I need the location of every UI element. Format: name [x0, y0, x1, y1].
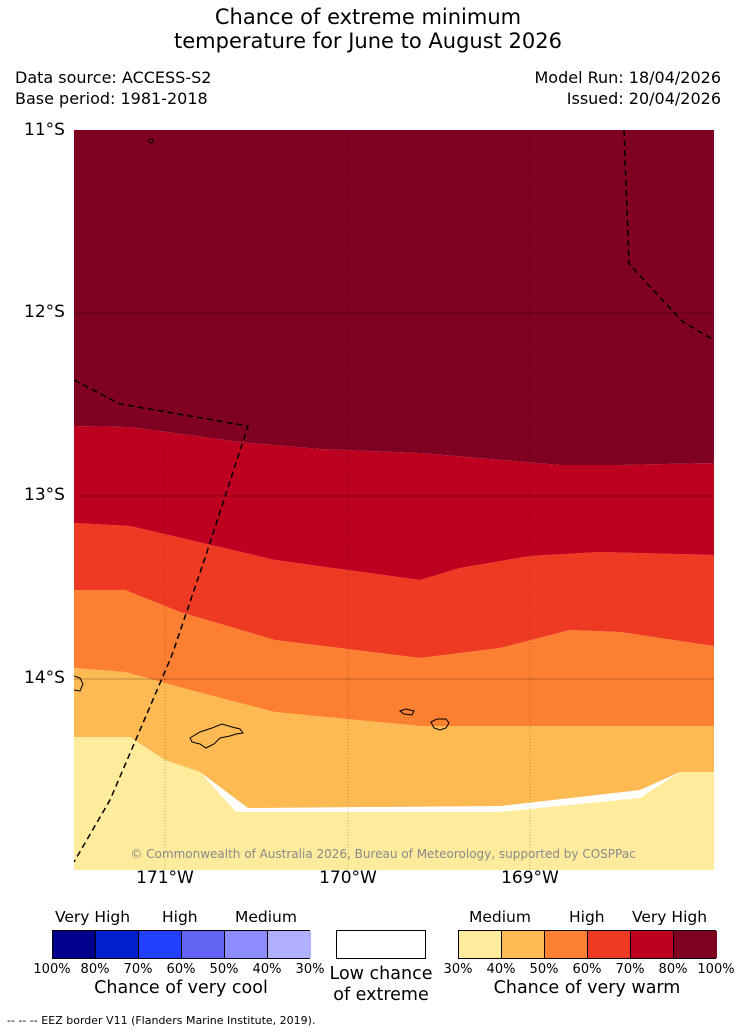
forecast-map — [74, 130, 714, 870]
warm-colorbar-cell — [588, 931, 631, 958]
island-swains — [148, 138, 154, 144]
lat-label-12s: 12°S — [24, 302, 65, 322]
lat-label-11s: 11°S — [24, 120, 65, 140]
cool-colorbar — [52, 930, 311, 959]
base-period: Base period: 1981-2018 — [15, 89, 208, 108]
model-run: Model Run: 18/04/2026 — [534, 68, 722, 87]
cool-colorbar-tick-label: 80% — [80, 962, 110, 977]
cool-colorbar-title: Chance of very cool — [94, 978, 268, 998]
lat-label-13s: 13°S — [24, 485, 65, 505]
cool-colorbar-cell — [96, 931, 139, 958]
copyright-notice: © Commonwealth of Australia 2026, Bureau… — [130, 847, 636, 861]
warm-colorbar-cell — [674, 931, 717, 958]
neutral-title-line1: Low chance — [329, 964, 433, 984]
warm-colorbar-tick-label: 40% — [486, 962, 516, 977]
warm-colorbar-tick-label: 70% — [615, 962, 645, 977]
island-tau — [430, 718, 450, 731]
cool-colorbar-tick-label: 40% — [252, 962, 282, 977]
band-warm-80-100 — [74, 130, 714, 465]
island-tutuila — [189, 723, 244, 749]
lon-label-171w: 171°W — [136, 868, 194, 888]
warm-colorbar-cell — [631, 931, 674, 958]
cool-colorbar-tick-label: 50% — [209, 962, 239, 977]
cool-colorbar-cell — [225, 931, 268, 958]
lon-label-170w: 170°W — [319, 868, 377, 888]
eez-footnote: -- -- -- EEZ border V11 (Flanders Marine… — [7, 1014, 316, 1027]
band-warm-50-60 — [74, 590, 714, 726]
cool-colorbar-tick-label: 30% — [295, 962, 325, 977]
warm-colorbar-tick-label: 80% — [658, 962, 688, 977]
band-warm-70-80 — [74, 426, 714, 580]
warm-colorbar — [458, 930, 717, 959]
islands — [74, 138, 450, 749]
eez-border — [74, 130, 714, 863]
lat-label-14s: 14°S — [24, 668, 65, 688]
cool-colorbar-tick-label: 100% — [33, 962, 71, 977]
cool-group-high: High — [162, 908, 198, 926]
data-source: Data source: ACCESS-S2 — [15, 68, 212, 87]
warm-colorbar-tick-label: 50% — [529, 962, 559, 977]
island-rose-west — [74, 675, 84, 692]
cool-colorbar-cell — [53, 931, 96, 958]
cool-group-very-high: Very High — [55, 908, 131, 926]
cool-colorbar-cell — [182, 931, 225, 958]
neutral-title-line2: of extreme — [333, 985, 429, 1005]
lon-label-169w: 169°W — [501, 868, 559, 888]
neutral-colorbar-box — [336, 930, 426, 959]
island-ofu-olosega — [398, 708, 415, 716]
warm-colorbar-title: Chance of very warm — [493, 978, 681, 998]
cool-colorbar-tick-label: 60% — [166, 962, 196, 977]
band-warm-60-70 — [74, 523, 714, 658]
issued-date: Issued: 20/04/2026 — [566, 89, 721, 108]
map-title-line2: temperature for June to August 2026 — [174, 29, 562, 53]
warm-group-high: High — [569, 908, 605, 926]
warm-colorbar-cell — [545, 931, 588, 958]
warm-colorbar-cell — [502, 931, 545, 958]
warm-colorbar-tick-label: 60% — [572, 962, 602, 977]
band-warm-30-40 — [74, 735, 714, 870]
warm-colorbar-cell — [459, 931, 502, 958]
band-warm-40-50 — [74, 668, 714, 808]
cool-colorbar-tick-label: 70% — [123, 962, 153, 977]
warm-colorbar-tick-label: 30% — [443, 962, 473, 977]
cool-colorbar-cell — [139, 931, 182, 958]
map-title-line1: Chance of extreme minimum — [214, 5, 522, 29]
warm-group-very-high: Very High — [632, 908, 708, 926]
cool-group-medium: Medium — [235, 908, 297, 926]
warm-group-medium: Medium — [469, 908, 531, 926]
gridlines — [74, 130, 714, 870]
warm-colorbar-tick-label: 100% — [697, 962, 735, 977]
cool-colorbar-cell — [268, 931, 311, 958]
